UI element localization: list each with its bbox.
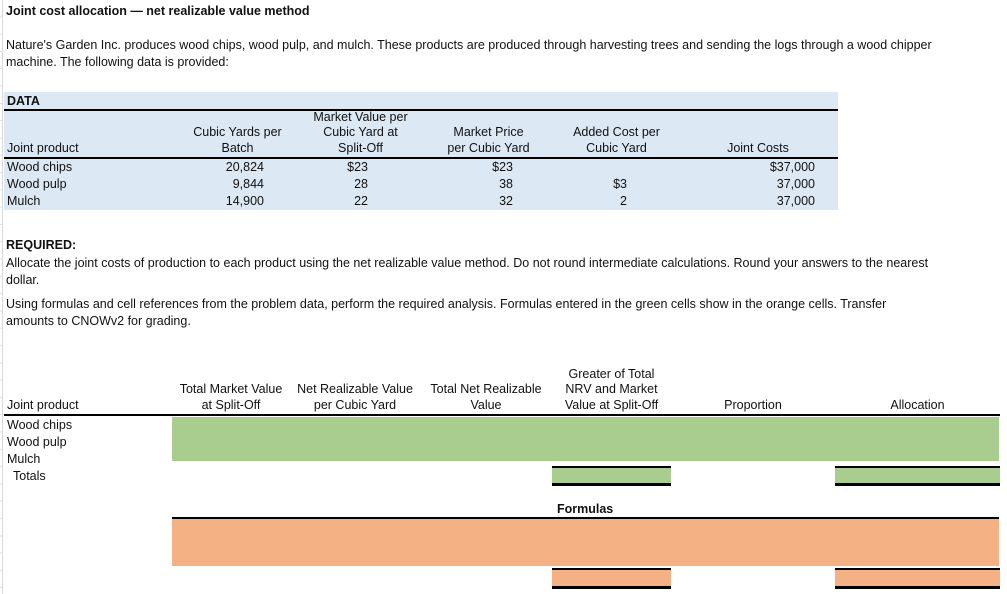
required-line-1: Allocate the joint costs of production t… (6, 256, 929, 270)
analysis-row-label: Wood pulp (7, 435, 67, 449)
cell-mv-splitoff: 22 (354, 194, 368, 208)
instructions-line-2: amounts to CNOWv2 for grading. (6, 314, 191, 328)
cell-added-cost: 2 (620, 194, 627, 208)
instructions-line-1: Using formulas and cell references from … (6, 297, 887, 311)
analysis-row-label: Mulch (7, 452, 41, 466)
cell-cubic-yards: 20,824 (225, 160, 264, 174)
col-header-market-value-splitoff: Market Value per Cubic Yard at Split-Off (313, 109, 408, 155)
data-header-divider (4, 157, 838, 159)
required-label: REQUIRED: (6, 238, 77, 252)
analysis-row-label-totals: Totals (13, 469, 46, 483)
data-section-label: DATA (7, 94, 40, 108)
analysis-header-nrv-per-cubic-yard: Net Realizable Value per Cubic Yard (297, 382, 413, 412)
required-line-2: dollar. (6, 273, 40, 287)
col-header-cubic-yards: Cubic Yards per Batch (193, 125, 282, 155)
cell-joint-costs: $37,000 (769, 160, 815, 174)
analysis-header-total-nrv: Total Net Realizable Value (430, 382, 542, 412)
analysis-header-joint-product: Joint product (7, 397, 79, 412)
col-header-joint-product: Joint product (7, 140, 79, 155)
analysis-header-total-market-value: Total Market Value at Split-Off (179, 382, 283, 412)
data-section-divider (4, 109, 838, 111)
analysis-header-allocation: Allocation (890, 397, 945, 412)
cell-mv-splitoff: 28 (354, 177, 368, 191)
cell-mv-splitoff: $23 (347, 160, 368, 174)
sheet-gutter-gridlines (0, 0, 3, 594)
cell-market-price: $23 (492, 160, 513, 174)
intro-line-1: Nature's Garden Inc. produces wood chips… (6, 38, 932, 52)
intro-line-2: machine. The following data is provided: (6, 55, 229, 69)
col-header-added-cost: Added Cost per Cubic Yard (573, 125, 660, 155)
col-header-market-price: Market Price per Cubic Yard (447, 125, 530, 155)
orange-total-cell-allocation (835, 568, 1000, 589)
row-label: Mulch (7, 194, 41, 208)
cell-added-cost: $3 (613, 177, 627, 191)
page-title: Joint cost allocation — net realizable v… (6, 4, 310, 18)
analysis-header-greater-of-nrv-mv: Greater of Total NRV and Market Value at… (564, 366, 659, 412)
analysis-header-proportion: Proportion (724, 397, 782, 412)
orange-formula-display-block (172, 517, 999, 566)
cell-cubic-yards: 14,900 (225, 194, 264, 208)
formulas-label: Formulas (557, 502, 614, 516)
data-table-background (4, 92, 838, 210)
row-label: Wood chips (7, 160, 73, 174)
cell-market-price: 32 (499, 194, 513, 208)
cell-joint-costs: 37,000 (776, 177, 815, 191)
orange-total-cell-greater-nrv (552, 568, 671, 589)
cell-joint-costs: 37,000 (776, 194, 815, 208)
green-input-cell-block[interactable] (172, 417, 999, 461)
cell-market-price: 38 (499, 177, 513, 191)
col-header-joint-costs: Joint Costs (727, 140, 789, 155)
analysis-row-label: Wood chips (7, 418, 73, 432)
row-label: Wood pulp (7, 177, 67, 191)
cell-cubic-yards: 9,844 (232, 177, 264, 191)
green-total-cell-greater-nrv[interactable] (552, 466, 671, 486)
green-total-cell-allocation[interactable] (835, 466, 1000, 486)
analysis-header-divider (4, 414, 1000, 416)
